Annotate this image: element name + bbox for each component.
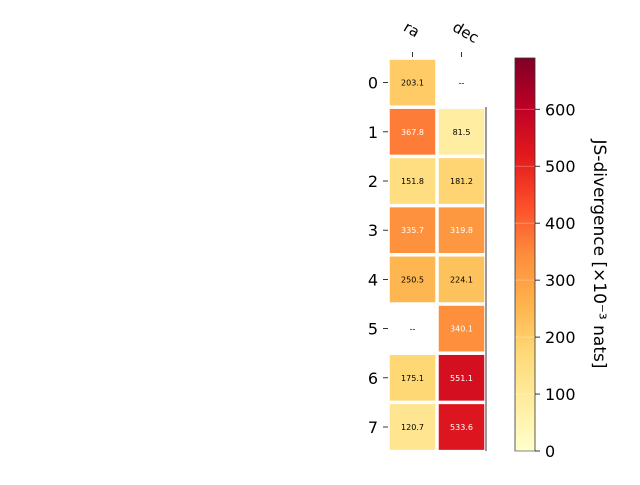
- heatmap-cell: [437, 402, 486, 452]
- row-label: 6: [368, 369, 378, 388]
- heatmap-cell: [437, 304, 486, 353]
- heatmap-cell: [388, 255, 437, 304]
- heatmap-cell: [388, 402, 437, 452]
- colorbar-tick-label: 600: [545, 100, 576, 119]
- colorbar-tick-label: 0: [545, 442, 555, 461]
- cell-value-label: 151.8: [401, 177, 424, 186]
- cell-value-label: 224.1: [450, 275, 473, 284]
- heatmap-cell: [388, 353, 437, 403]
- cell-value-label: 203.1: [401, 79, 424, 88]
- cell-value-label: 81.5: [453, 128, 471, 137]
- cell-value-label: 551.1: [450, 374, 473, 383]
- heatmap-cell: [437, 353, 486, 403]
- row-label: 0: [368, 74, 378, 93]
- row-label: 5: [368, 320, 378, 339]
- cell-value-label: --: [410, 325, 416, 334]
- colorbar-tick-label: 300: [545, 271, 576, 290]
- cell-value-label: 319.8: [450, 226, 473, 235]
- cell-value-label: 120.7: [401, 423, 424, 432]
- row-label: 4: [368, 270, 378, 289]
- colorbar-gradient: [514, 57, 536, 452]
- cell-value-label: 250.5: [401, 275, 424, 284]
- row-label: 3: [368, 221, 378, 240]
- colorbar-tick-label: 400: [545, 214, 576, 233]
- cell-value-label: 175.1: [401, 374, 424, 383]
- column-label: dec: [450, 18, 482, 47]
- heatmap-cell: [437, 255, 486, 304]
- row-label: 2: [368, 172, 378, 191]
- heatmap-cell: [437, 205, 486, 255]
- heatmap-cell: [388, 107, 437, 157]
- colorbar-tick-label: 200: [545, 328, 576, 347]
- row-label: 7: [368, 418, 378, 437]
- cell-value-label: 367.8: [401, 128, 424, 137]
- cell-value-label: 181.2: [450, 177, 473, 186]
- colorbar-tick-label: 500: [545, 157, 576, 176]
- heatmap-cell-missing: [388, 304, 437, 354]
- column-label: ra: [401, 18, 423, 41]
- heatmap-cell: [437, 156, 486, 206]
- cell-value-label: 533.6: [450, 423, 473, 432]
- heatmap-cell: [437, 107, 486, 157]
- cell-value-label: --: [459, 79, 465, 88]
- colorbar-tick-label: 100: [545, 385, 576, 404]
- heatmap-cell: [388, 156, 437, 206]
- heatmap-cell-missing: [437, 58, 486, 108]
- row-label: 1: [368, 123, 378, 142]
- heatmap-cell: [388, 58, 437, 107]
- colorbar: 0 100 200 300 400 500 600 JS-divergence [×10⁻³ …: [514, 57, 609, 461]
- colorbar-label: JS-divergence [×10⁻³ nats]: [589, 139, 609, 369]
- cell-value-label: 340.1: [450, 325, 473, 334]
- heatmap-cells: 203.1 -- 367.8 81.5 151.8 181.2 335.7 319.8 250.…: [388, 58, 486, 452]
- heatmap-cell: [388, 205, 437, 255]
- cell-value-label: 335.7: [401, 226, 424, 235]
